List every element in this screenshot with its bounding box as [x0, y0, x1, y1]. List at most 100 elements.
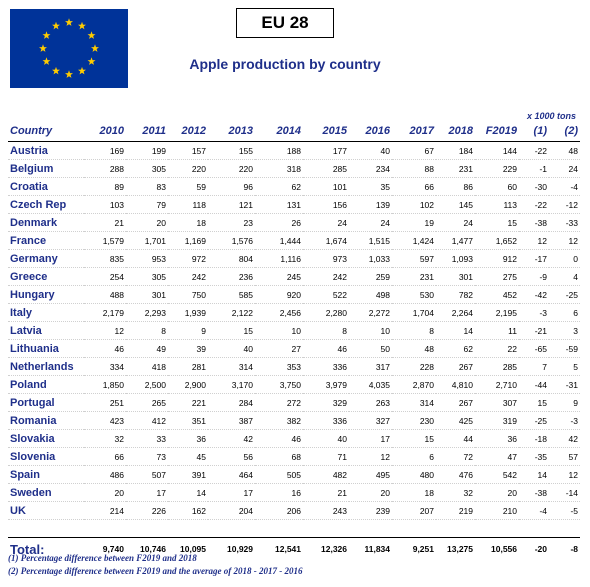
table-cell: 6: [549, 303, 580, 322]
table-cell: 318: [255, 159, 303, 178]
table-cell: 498: [349, 285, 392, 304]
table-cell: 44: [436, 429, 475, 448]
star-icon: [65, 70, 73, 78]
country-name: Germany: [8, 249, 84, 268]
table-cell: 47: [475, 447, 519, 466]
total-cell: -20: [519, 537, 549, 560]
table-cell: 1,444: [255, 231, 303, 250]
country-name: Netherlands: [8, 357, 84, 376]
table-cell: 46: [255, 429, 303, 448]
table-cell: -4: [519, 501, 549, 520]
table-cell: 26: [255, 213, 303, 232]
table-cell: 912: [475, 249, 519, 268]
table-cell: 60: [475, 177, 519, 196]
table-cell: 2,870: [392, 375, 436, 394]
table-cell: 204: [208, 501, 255, 520]
table-cell: -3: [519, 303, 549, 322]
table-cell: 530: [392, 285, 436, 304]
country-name: Sweden: [8, 483, 84, 502]
total-cell: 11,834: [349, 537, 392, 560]
table-cell: 243: [303, 501, 349, 520]
column-header: 2011: [126, 121, 168, 142]
table-cell: -4: [549, 177, 580, 196]
units-label: x 1000 tons: [526, 111, 576, 121]
table-cell: 48: [549, 141, 580, 160]
table-cell: 272: [255, 393, 303, 412]
eu-flag-icon: [10, 9, 128, 88]
table-cell: 425: [436, 411, 475, 430]
table-cell: 46: [84, 339, 126, 358]
table-row: Denmark 21 20 18 23 26 24 24 19 24 15 -38 -33: [8, 213, 580, 232]
table-cell: 50: [349, 339, 392, 358]
star-icon: [65, 18, 73, 26]
table-row: Austria 169 199 157 155 188 177 40 67 184 144 -22 48: [8, 141, 580, 160]
table-cell: -17: [519, 249, 549, 268]
table-cell: 242: [303, 267, 349, 286]
table-cell: -21: [519, 321, 549, 340]
star-icon: [78, 66, 86, 75]
table-spacer: [8, 519, 580, 538]
total-cell: 10,746: [126, 537, 168, 560]
table-cell: 207: [392, 501, 436, 520]
table-cell: 17: [126, 483, 168, 502]
table-row: Italy 2,179 2,293 1,939 2,122 2,456 2,280 2,272…: [8, 303, 580, 322]
star-icon: [52, 21, 60, 30]
table-cell: 62: [255, 177, 303, 196]
total-cell: 9,251: [392, 537, 436, 560]
footnote-1: (1) Percentage difference between F2019 …: [8, 553, 197, 563]
table-cell: 68: [255, 447, 303, 466]
table-cell: 228: [392, 357, 436, 376]
column-header: 2013: [208, 121, 255, 142]
table-cell: 1,424: [392, 231, 436, 250]
table-row: Spain 486 507 391 464 505 482 495 480 476 542 14 12: [8, 465, 580, 484]
table-cell: 15: [519, 393, 549, 412]
country-name: UK: [8, 501, 84, 520]
table-cell: 11: [475, 321, 519, 340]
star-icon: [52, 66, 60, 75]
table-cell: 5: [549, 357, 580, 376]
table-cell: 1,850: [84, 375, 126, 394]
table-cell: 48: [392, 339, 436, 358]
table-cell: 8: [126, 321, 168, 340]
table-cell: -33: [549, 213, 580, 232]
table-cell: 239: [349, 501, 392, 520]
table-cell: 254: [84, 267, 126, 286]
table-cell: 24: [349, 213, 392, 232]
footnotes: (1) Percentage difference between F2019 …: [8, 552, 303, 578]
table-cell: 242: [168, 267, 208, 286]
table-cell: 259: [349, 267, 392, 286]
table-cell: 8: [303, 321, 349, 340]
table-cell: 804: [208, 249, 255, 268]
table-cell: 251: [84, 393, 126, 412]
table-cell: 206: [255, 501, 303, 520]
table-cell: 1,939: [168, 303, 208, 322]
table-cell: 9: [549, 393, 580, 412]
table-cell: 177: [303, 141, 349, 160]
table-cell: 281: [168, 357, 208, 376]
table-cell: 17: [349, 429, 392, 448]
table-cell: 10: [349, 321, 392, 340]
table-cell: 20: [126, 213, 168, 232]
table-cell: 585: [208, 285, 255, 304]
table-cell: 42: [208, 429, 255, 448]
table-cell: 234: [349, 159, 392, 178]
table-cell: -12: [549, 195, 580, 214]
table-row: Latvia 12 8 9 15 10 8 10 8 14 11 -21 3: [8, 321, 580, 340]
table-cell: -25: [519, 411, 549, 430]
country-name: Croatia: [8, 177, 84, 196]
table-cell: -42: [519, 285, 549, 304]
table-cell: 972: [168, 249, 208, 268]
table-cell: 452: [475, 285, 519, 304]
column-header: 2017: [392, 121, 436, 142]
table-cell: 66: [392, 177, 436, 196]
table-cell: 188: [255, 141, 303, 160]
footnote-2: (2) Percentage difference between F2019 …: [8, 566, 303, 576]
country-name: Slovenia: [8, 447, 84, 466]
table-cell: 220: [168, 159, 208, 178]
table-cell: 89: [84, 177, 126, 196]
table-cell: 351: [168, 411, 208, 430]
table-cell: 219: [436, 501, 475, 520]
table-cell: 480: [392, 465, 436, 484]
table-cell: 15: [208, 321, 255, 340]
table-cell: -18: [519, 429, 549, 448]
